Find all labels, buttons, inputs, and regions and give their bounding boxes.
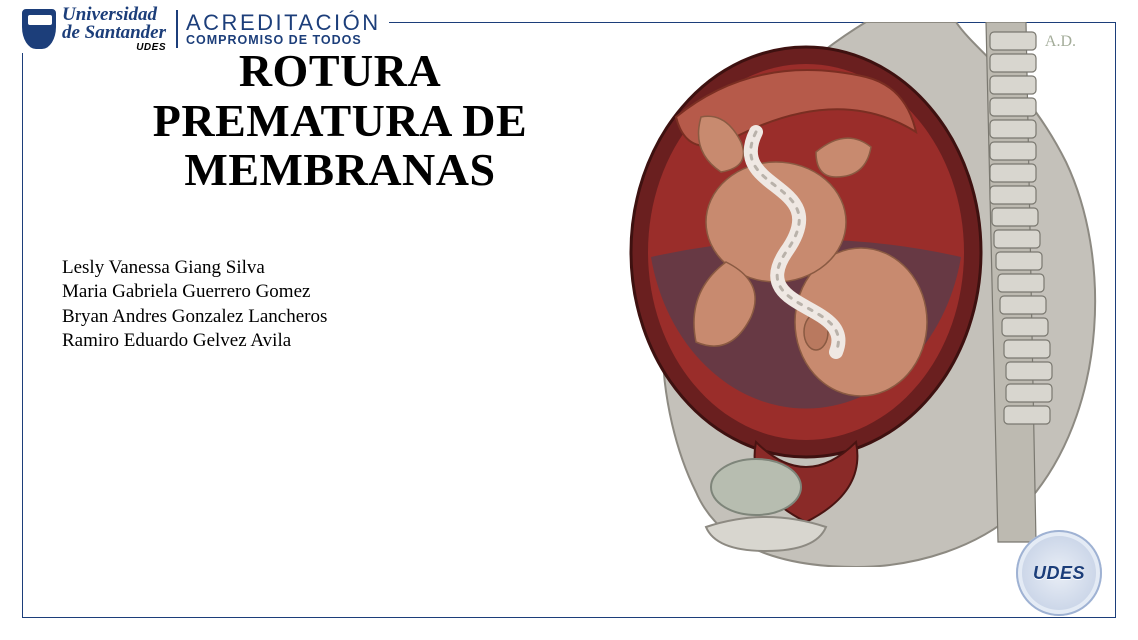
accreditation-block: ACREDITACIÓN COMPROMISO DE TODOS bbox=[186, 12, 381, 47]
author: Lesly Vanessa Giang Silva bbox=[62, 256, 327, 280]
author: Maria Gabriela Guerrero Gomez bbox=[62, 280, 327, 304]
authors-list: Lesly Vanessa Giang Silva Maria Gabriela… bbox=[62, 256, 327, 353]
title-line2: PREMATURA DE bbox=[153, 95, 527, 146]
accreditation-word: ACREDITACIÓN bbox=[186, 12, 381, 34]
title-line1: ROTURA bbox=[239, 45, 441, 96]
author: Ramiro Eduardo Gelvez Avila bbox=[62, 329, 327, 353]
anatomy-svg: A.D. bbox=[606, 22, 1110, 567]
udes-badge: UDES bbox=[1016, 530, 1102, 616]
udes-badge-text: UDES bbox=[1033, 563, 1085, 584]
university-line2: de Santander bbox=[62, 24, 166, 42]
medical-illustration: A.D. bbox=[606, 22, 1110, 567]
slide-title: ROTURA PREMATURA DE MEMBRANAS bbox=[100, 46, 580, 195]
figure-watermark: A.D. bbox=[1045, 33, 1076, 50]
title-line3: MEMBRANAS bbox=[184, 144, 495, 195]
slide: Universidad de Santander UDES ACREDITACI… bbox=[0, 0, 1138, 640]
author: Bryan Andres Gonzalez Lancheros bbox=[62, 305, 327, 329]
shield-icon bbox=[22, 9, 56, 49]
header-divider bbox=[176, 10, 178, 48]
